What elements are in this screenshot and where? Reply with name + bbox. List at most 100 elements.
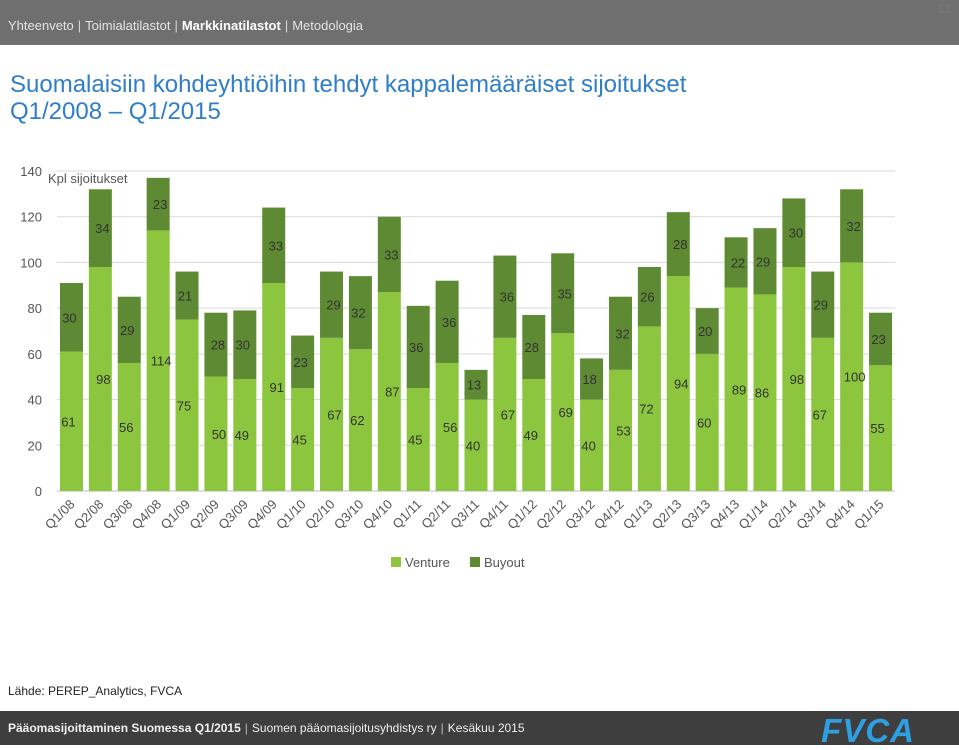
data-label-buyout: 28	[673, 237, 687, 252]
data-label-buyout: 13	[467, 378, 481, 393]
bar-buyout	[262, 207, 286, 283]
bar-venture	[117, 363, 141, 491]
y-tick-label: 40	[28, 393, 42, 408]
data-label-buyout: 36	[442, 315, 456, 330]
bar-venture	[204, 376, 228, 491]
data-label-buyout: 29	[120, 323, 134, 338]
y-tick-label: 120	[20, 210, 42, 225]
bar-buyout	[724, 237, 748, 288]
top-navigation-bar: Yhteenveto | Toimialatilastot | Markkinatila…	[0, 0, 959, 45]
data-label-buyout: 30	[789, 226, 803, 241]
x-tick-label: Q1/12	[504, 497, 540, 533]
bar-venture	[146, 230, 170, 491]
page-title: Suomalaisiin kohdeyhtiöihin tehdyt kappa…	[10, 71, 910, 125]
y-tick-label: 0	[35, 484, 42, 499]
bar-buyout	[551, 253, 575, 334]
data-label-buyout: 23	[153, 197, 167, 212]
x-tick-label: Q3/09	[215, 497, 251, 533]
x-tick-label: Q1/15	[851, 497, 887, 533]
footer-bar: Pääomasijoittaminen Suomessa Q1/2015 | Suo…	[0, 711, 959, 749]
bar-venture	[608, 369, 632, 491]
data-label-venture: 62	[350, 413, 364, 428]
x-tick-label: Q1/10	[273, 497, 309, 533]
bar-buyout	[435, 280, 459, 363]
x-tick-label: Q1/11	[389, 497, 424, 532]
bar-buyout	[666, 212, 690, 277]
data-label-venture: 67	[501, 407, 515, 422]
data-label-venture: 53	[616, 423, 630, 438]
x-tick-label: Q2/11	[418, 497, 453, 532]
data-label-venture: 87	[385, 385, 399, 400]
x-tick-label: Q2/09	[186, 497, 222, 533]
nav-item-yhteenveto[interactable]: Yhteenveto	[8, 18, 74, 33]
legend-label-venture: Venture	[405, 555, 450, 570]
footer-organization: Suomen pääomasijoitusyhdistys ry	[251, 721, 437, 735]
bar-buyout	[608, 296, 632, 370]
bar-buyout	[291, 335, 315, 389]
data-label-venture: 45	[408, 433, 422, 448]
data-label-venture: 49	[235, 428, 249, 443]
bar-buyout	[377, 216, 401, 293]
footer-text: Pääomasijoittaminen Suomessa Q1/2015 | Suo…	[8, 721, 525, 735]
legend-label-buyout: Buyout	[484, 555, 525, 570]
x-tick-label: Q4/10	[360, 497, 396, 533]
data-label-venture: 67	[327, 407, 341, 422]
data-label-buyout: 33	[268, 238, 282, 253]
bar-buyout	[840, 189, 864, 263]
bar-venture	[724, 287, 748, 491]
data-label-buyout: 36	[409, 340, 423, 355]
section-nav: Yhteenveto | Toimialatilastot | Markkinatila…	[8, 18, 363, 33]
x-tick-label: Q1/14	[735, 497, 771, 533]
bar-buyout	[580, 358, 604, 400]
x-tick-label: Q2/13	[649, 497, 685, 533]
data-label-buyout: 30	[236, 338, 250, 353]
bar-buyout	[811, 271, 835, 338]
data-label-buyout: 29	[814, 298, 828, 313]
bar-buyout	[406, 305, 430, 389]
footer-date: Kesäkuu 2015	[447, 721, 525, 735]
data-label-venture: 49	[524, 428, 538, 443]
x-tick-label: Q4/13	[707, 497, 743, 533]
data-label-venture: 98	[96, 372, 110, 387]
source-note: Lähde: PEREP_Analytics, FVCA	[8, 684, 183, 698]
data-label-buyout: 29	[756, 254, 770, 269]
bar-venture	[406, 388, 430, 491]
y-tick-label: 60	[28, 347, 42, 362]
data-label-venture: 67	[813, 407, 827, 422]
data-label-venture: 91	[269, 380, 283, 395]
data-label-buyout: 30	[62, 310, 76, 325]
data-label-venture: 94	[674, 377, 688, 392]
bar-venture	[666, 276, 690, 491]
nav-item-markkinatilastot[interactable]: Markkinatilastot	[181, 18, 281, 33]
bar-venture	[175, 319, 199, 491]
bar-buyout	[320, 271, 344, 338]
bar-venture	[291, 388, 315, 491]
bar-buyout	[146, 177, 170, 231]
bar-venture	[522, 379, 546, 491]
bar-venture	[811, 337, 835, 491]
data-label-buyout: 22	[731, 255, 745, 270]
bar-buyout	[88, 189, 112, 267]
data-label-venture: 75	[177, 398, 191, 413]
data-label-buyout: 23	[871, 332, 885, 347]
bar-buyout	[204, 312, 228, 377]
bar-venture	[637, 326, 661, 491]
y-tick-label: 100	[20, 255, 42, 270]
footer-separator: |	[440, 721, 444, 735]
nav-item-metodologia[interactable]: Metodologia	[292, 18, 364, 33]
bar-venture	[320, 337, 344, 491]
x-tick-label: Q4/12	[591, 497, 627, 533]
data-label-venture: 55	[870, 421, 884, 436]
data-label-venture: 60	[697, 415, 711, 430]
y-axis-label: Kpl sijoitukset	[48, 171, 128, 186]
legend-swatch-venture	[391, 557, 401, 567]
bar-buyout	[753, 228, 777, 295]
bar-venture	[233, 379, 257, 491]
data-label-venture: 114	[151, 354, 172, 369]
data-label-venture: 40	[466, 438, 480, 453]
bar-buyout	[695, 308, 719, 354]
bar-venture	[262, 283, 286, 491]
bar-buyout	[522, 315, 546, 379]
nav-item-toimialatilastot[interactable]: Toimialatilastot	[85, 18, 171, 33]
x-tick-label: Q4/14	[822, 497, 858, 533]
